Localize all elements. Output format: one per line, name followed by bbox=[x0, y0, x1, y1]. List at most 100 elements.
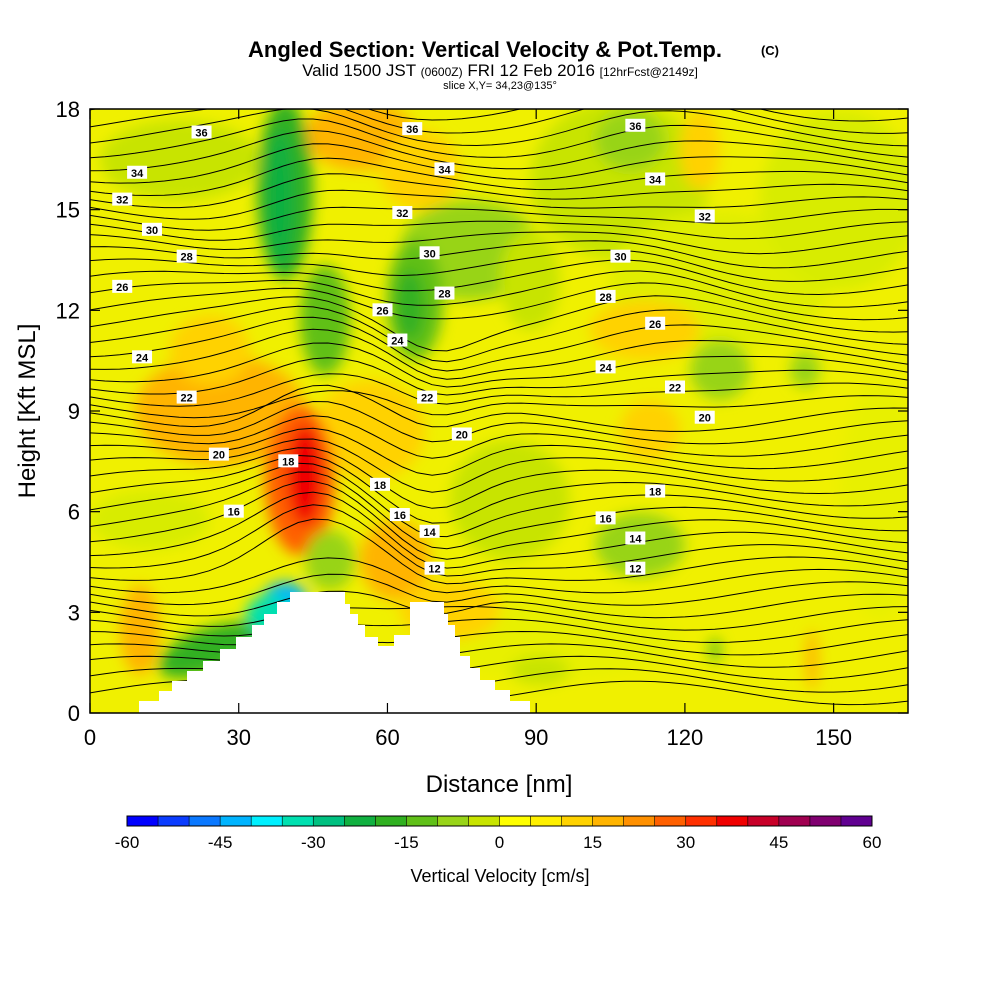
field-patch bbox=[760, 110, 908, 290]
contour-label-bg bbox=[419, 524, 440, 538]
contour-label: 26 bbox=[649, 319, 661, 331]
contour-label-bg bbox=[645, 484, 666, 498]
x-tick-label: 90 bbox=[524, 725, 548, 750]
contour-label-bg bbox=[645, 172, 666, 186]
field-patch bbox=[300, 265, 350, 375]
contour-label: 24 bbox=[391, 336, 404, 348]
contour-label: 14 bbox=[629, 534, 642, 546]
theta-contour-line bbox=[90, 504, 908, 577]
colorbar-tick-label: 0 bbox=[495, 833, 504, 852]
contour-label: 32 bbox=[116, 195, 128, 207]
theta-contour-line bbox=[90, 447, 908, 509]
theta-contour-line bbox=[90, 454, 908, 524]
contour-label-bg bbox=[434, 286, 455, 300]
theta-contour-line bbox=[90, 270, 908, 308]
contour-label: 30 bbox=[423, 248, 435, 260]
contour-label-bg bbox=[176, 249, 197, 263]
theta-contour-line bbox=[90, 143, 908, 184]
theta-contour-line bbox=[90, 316, 908, 372]
theta-contour-line bbox=[90, 259, 908, 296]
contour-label-bg bbox=[595, 511, 616, 525]
contour-label: 20 bbox=[213, 450, 225, 462]
x-tick-label: 0 bbox=[84, 725, 96, 750]
contour-label-bg bbox=[625, 531, 646, 545]
theta-contour-line bbox=[90, 400, 908, 445]
subtitle-fcst: [12hrFcst@2149z] bbox=[600, 65, 698, 79]
field-patch bbox=[500, 230, 560, 330]
theta-contour-line bbox=[90, 573, 908, 606]
colorbar: -60 -45 -30 -15 0 15 30 45 60 bbox=[115, 815, 881, 852]
colorbar-swatch bbox=[282, 816, 314, 826]
contour-label: 14 bbox=[423, 527, 436, 539]
field-patch bbox=[440, 600, 680, 680]
subtitle-date: FRI 12 Feb 2016 bbox=[467, 61, 595, 80]
contour-label: 22 bbox=[421, 393, 433, 405]
colorbar-swatch bbox=[406, 816, 438, 826]
colorbar-swatch bbox=[592, 816, 625, 826]
field-patch bbox=[590, 300, 700, 360]
field-patch bbox=[360, 520, 430, 600]
field-patch bbox=[305, 530, 355, 590]
colorbar-tick-label: 30 bbox=[676, 833, 695, 852]
colorbar-swatch bbox=[685, 816, 718, 826]
colorbar-swatch bbox=[313, 816, 345, 826]
contour-label: 34 bbox=[131, 168, 144, 180]
colorbar-swatch bbox=[375, 816, 407, 826]
contour-label: 36 bbox=[629, 121, 641, 133]
x-tick-label: 60 bbox=[375, 725, 399, 750]
colorbar-tick-label: -15 bbox=[394, 833, 419, 852]
contour-label-bg bbox=[389, 508, 410, 522]
contour-label: 32 bbox=[699, 211, 711, 223]
contour-label-bg bbox=[419, 246, 440, 260]
contour-label: 24 bbox=[136, 352, 149, 364]
contour-label: 36 bbox=[406, 124, 418, 136]
field-patch bbox=[709, 638, 721, 662]
x-axis-label: Distance [nm] bbox=[426, 771, 573, 798]
contour-label-bg bbox=[176, 390, 197, 404]
terrain bbox=[139, 592, 530, 713]
contour-label: 36 bbox=[195, 127, 207, 139]
theta-contour-line bbox=[90, 557, 908, 594]
x-axis: 0 30 60 90 120 150 bbox=[84, 109, 852, 750]
colorbar-swatch bbox=[499, 816, 532, 826]
contour-label-bg bbox=[402, 122, 423, 136]
contour-label: 26 bbox=[376, 305, 388, 317]
contour-label-bg bbox=[112, 279, 133, 293]
y-axis-label: Height [Kft MSL] bbox=[14, 324, 41, 499]
plot-area: 36 36 36 34 34 34 32 32 32 30 30 30 28 28 28 26 26 26 24 24… bbox=[90, 109, 908, 713]
contour-label: 24 bbox=[599, 362, 612, 374]
contour-label-bg bbox=[392, 206, 413, 220]
theta-contour-line bbox=[90, 220, 908, 241]
colorbar-tick-label: 15 bbox=[583, 833, 602, 852]
contour-label-bg bbox=[664, 380, 685, 394]
theta-contour-line bbox=[90, 415, 908, 459]
theta-contour-line bbox=[90, 491, 908, 569]
x-tick-label: 30 bbox=[226, 725, 250, 750]
y-tick-label: 3 bbox=[68, 600, 80, 625]
contour-label: 28 bbox=[181, 252, 193, 264]
colorbar-swatch bbox=[747, 816, 780, 826]
contour-label: 16 bbox=[599, 513, 611, 525]
contour-label: 34 bbox=[649, 174, 662, 186]
theta-contour-line bbox=[90, 109, 908, 134]
contour-label-bg bbox=[451, 427, 472, 441]
theta-contour-line bbox=[90, 357, 908, 396]
theta-contour-line bbox=[90, 109, 908, 122]
colorbar-tick-label: -60 bbox=[115, 833, 140, 852]
colorbar-swatch bbox=[654, 816, 687, 826]
velocity-field bbox=[90, 109, 908, 690]
x-tick-label: 120 bbox=[667, 725, 704, 750]
contour-label: 34 bbox=[438, 164, 451, 176]
theta-contour-line bbox=[90, 231, 908, 255]
contour-label-bg bbox=[127, 165, 148, 179]
contour-label-bg bbox=[387, 333, 408, 347]
contour-label: 12 bbox=[428, 564, 440, 576]
theta-contour-line bbox=[90, 471, 908, 550]
colorbar-swatch bbox=[189, 816, 221, 826]
theta-contour-line bbox=[90, 384, 908, 432]
theta-contour-line bbox=[90, 390, 908, 419]
colorbar-swatch bbox=[158, 816, 190, 826]
theta-contour-line bbox=[90, 206, 908, 231]
theta-contour-line bbox=[90, 342, 908, 388]
